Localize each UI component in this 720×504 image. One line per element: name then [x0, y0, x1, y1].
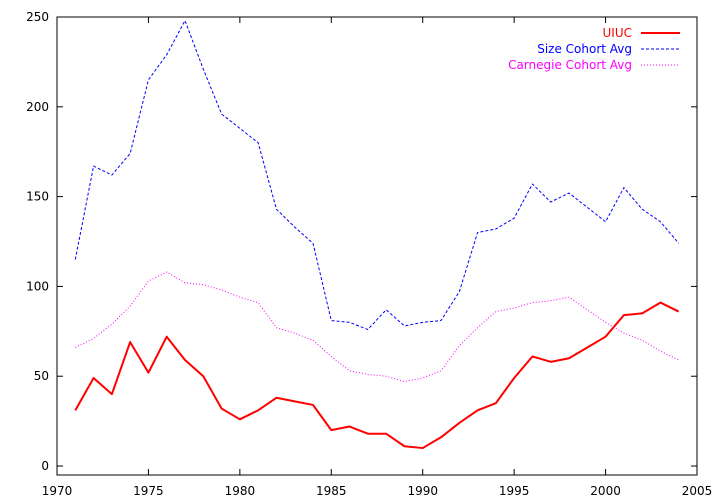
series-line-2	[75, 271, 679, 383]
x-tick-label: 1970	[42, 484, 73, 498]
series-line-0	[74, 301, 680, 450]
legend: UIUC Size Cohort Avg Carnegie Cohort Avg	[508, 26, 680, 72]
legend-label: UIUC	[603, 26, 632, 40]
y-tick-label: 100	[26, 279, 49, 293]
y-tick-label: 200	[26, 100, 49, 114]
y-tick-label: 0	[41, 459, 49, 473]
x-tick-label: 1975	[133, 484, 164, 498]
x-tick-label: 1995	[499, 484, 530, 498]
y-tick-label: 150	[26, 190, 49, 204]
legend-label: Size Cohort Avg	[537, 42, 632, 56]
x-tick-label: 2000	[590, 484, 621, 498]
y-tick-label: 50	[34, 369, 49, 383]
x-tick-label: 2005	[682, 484, 713, 498]
axis-ticks: 1970 1975 1980 1985 1990 1995 2000 2005 0 50 100 15…	[26, 10, 712, 498]
x-tick-label: 1990	[407, 484, 438, 498]
y-tick-label: 250	[26, 10, 49, 24]
plot-frame	[56, 16, 698, 476]
series-line-1	[74, 20, 680, 331]
legend-label: Carnegie Cohort Avg	[508, 58, 632, 72]
x-tick-label: 1985	[316, 484, 347, 498]
series-lines	[74, 20, 680, 450]
x-tick-label: 1980	[225, 484, 256, 498]
